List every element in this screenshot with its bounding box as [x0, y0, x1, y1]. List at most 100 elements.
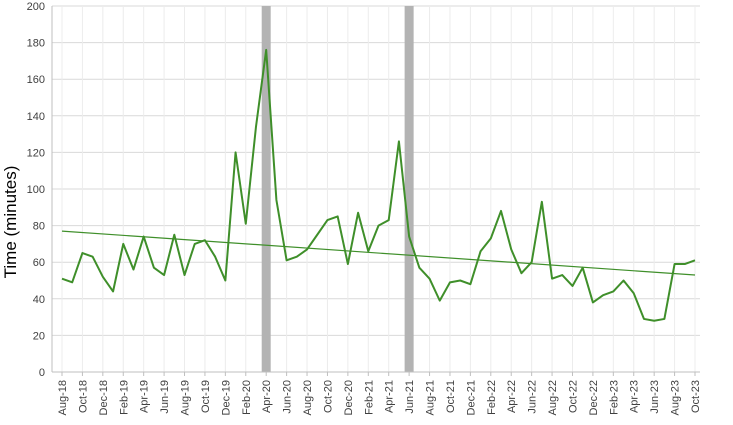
- data-point: [520, 272, 522, 274]
- x-tick-label: Feb-19: [118, 380, 130, 415]
- data-point: [551, 278, 553, 280]
- data-point: [194, 243, 196, 245]
- y-tick-label: 180: [27, 38, 45, 50]
- y-tick-labels: 0 20 40 60 80 100 120 140 160 180 200: [27, 1, 45, 379]
- axes: [51, 6, 700, 376]
- data-point: [388, 219, 390, 221]
- x-tick-label: Oct-22: [567, 380, 579, 413]
- data-point: [255, 126, 257, 128]
- x-tick-label: Feb-22: [486, 380, 498, 415]
- data-point: [92, 256, 94, 258]
- data-point: [653, 320, 655, 322]
- x-tick-label: Dec-20: [343, 380, 355, 415]
- x-tick-label: Feb-21: [363, 380, 375, 415]
- x-tick-labels: Aug-18 Oct-18 Dec-18 Feb-19 Apr-19 Jun-19 Aug-…: [57, 380, 702, 415]
- data-point: [439, 300, 441, 302]
- series-layer: [61, 48, 696, 322]
- y-tick-label: 140: [27, 111, 45, 123]
- data-point: [378, 225, 380, 227]
- data-point: [235, 151, 237, 153]
- data-point: [643, 318, 645, 320]
- data-point: [347, 263, 349, 265]
- data-point: [326, 219, 328, 221]
- data-point: [612, 290, 614, 292]
- data-point: [184, 274, 186, 276]
- data-point: [694, 259, 696, 261]
- x-tick-label: Feb-20: [241, 380, 253, 415]
- y-tick-label: 120: [27, 147, 45, 159]
- data-point: [316, 234, 318, 236]
- y-tick-label: 200: [27, 1, 45, 13]
- x-tick-label: Aug-23: [670, 380, 682, 415]
- trendline: [61, 230, 696, 276]
- x-tick-label: Dec-19: [220, 380, 232, 415]
- x-tick-label: Oct-20: [322, 380, 334, 413]
- data-point: [132, 269, 134, 271]
- data-point: [398, 140, 400, 142]
- x-tick-label: Aug-21: [425, 380, 437, 415]
- data-point: [214, 256, 216, 258]
- data-point: [173, 234, 175, 236]
- data-point: [306, 248, 308, 250]
- data-point: [296, 256, 298, 258]
- data-point: [163, 274, 165, 276]
- data-point: [245, 223, 247, 225]
- data-point: [102, 276, 104, 278]
- data-point: [602, 294, 604, 296]
- gridlines: [52, 5, 700, 372]
- data-point: [153, 267, 155, 269]
- data-point: [275, 199, 277, 201]
- y-tick-label: 20: [33, 330, 45, 342]
- data-point: [81, 252, 83, 254]
- data-point: [61, 278, 63, 280]
- y-tick-label: 0: [39, 367, 45, 379]
- x-tick-label: Apr-20: [261, 380, 273, 413]
- data-point: [122, 243, 124, 245]
- data-point: [418, 267, 420, 269]
- x-tick-label: Oct-23: [690, 380, 702, 413]
- data-point: [408, 236, 410, 238]
- data-point: [510, 248, 512, 250]
- x-tick-label: Apr-23: [629, 380, 641, 413]
- data-point: [561, 274, 563, 276]
- x-tick-label: Jun-23: [649, 380, 661, 414]
- data-point: [633, 292, 635, 294]
- x-tick-label: Feb-23: [608, 380, 620, 415]
- data-point: [337, 215, 339, 217]
- data-point: [592, 301, 594, 303]
- x-tick-label: Apr-22: [506, 380, 518, 413]
- x-tick-label: Dec-21: [465, 380, 477, 415]
- data-point: [663, 318, 665, 320]
- y-tick-label: 40: [33, 294, 45, 306]
- y-tick-label: 160: [27, 74, 45, 86]
- data-point: [71, 281, 73, 283]
- trendline-layer: [61, 230, 696, 276]
- x-tick-label: Aug-18: [57, 380, 69, 415]
- data-point: [571, 285, 573, 287]
- data-point: [459, 280, 461, 282]
- data-point: [469, 283, 471, 285]
- data-point: [357, 212, 359, 214]
- data-point: [541, 201, 543, 203]
- x-tick-label: Oct-19: [200, 380, 212, 413]
- x-tick-label: Apr-19: [139, 380, 151, 413]
- x-tick-label: Oct-18: [77, 380, 89, 413]
- data-point: [224, 280, 226, 282]
- data-point: [500, 210, 502, 212]
- highlight-band: [404, 6, 414, 372]
- x-tick-label: Apr-21: [384, 380, 396, 413]
- data-point: [112, 290, 114, 292]
- data-point: [143, 236, 145, 238]
- data-point: [429, 278, 431, 280]
- y-tick-label: 100: [27, 184, 45, 196]
- data-point: [265, 49, 267, 51]
- x-tick-label: Oct-21: [445, 380, 457, 413]
- y-axis-title: Time (minutes): [1, 166, 20, 279]
- y-tick-label: 60: [33, 257, 45, 269]
- x-tick-label: Aug-20: [302, 380, 314, 415]
- x-tick-label: Dec-18: [98, 380, 110, 415]
- data-point: [480, 250, 482, 252]
- data-point: [286, 259, 288, 261]
